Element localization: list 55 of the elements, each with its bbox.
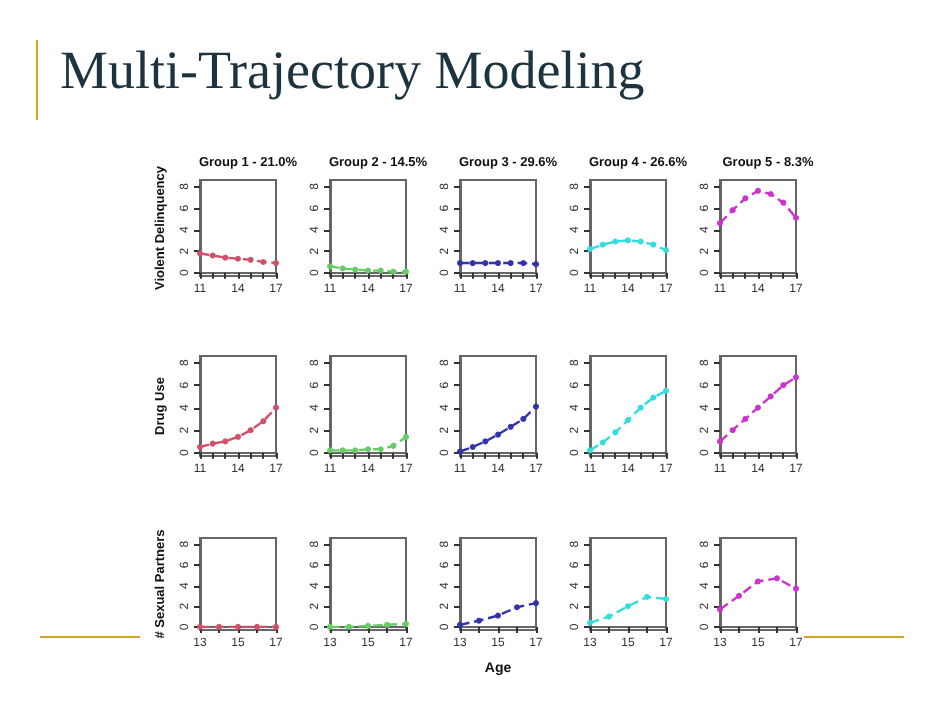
point — [717, 220, 723, 227]
point — [476, 617, 482, 624]
point — [755, 578, 761, 585]
point — [209, 440, 216, 447]
point — [587, 619, 593, 626]
point — [755, 404, 761, 411]
point — [390, 442, 397, 449]
point — [377, 446, 384, 453]
point — [663, 387, 669, 394]
point — [774, 575, 780, 582]
point — [793, 585, 799, 592]
point — [587, 447, 593, 454]
point — [469, 444, 476, 451]
point — [327, 447, 333, 454]
point — [625, 603, 631, 610]
point — [729, 207, 736, 214]
point — [247, 427, 254, 434]
point — [507, 423, 514, 430]
point — [780, 382, 787, 389]
point — [520, 415, 527, 422]
point — [235, 433, 241, 440]
point — [339, 447, 346, 454]
line-series — [717, 187, 799, 227]
point — [222, 438, 229, 445]
point — [742, 415, 749, 422]
point — [767, 393, 774, 400]
text: Multi-Trajectory Modeling — [60, 40, 645, 102]
point — [495, 612, 501, 619]
point — [514, 604, 520, 611]
point — [637, 404, 644, 411]
point — [742, 195, 749, 202]
point — [717, 438, 723, 445]
point — [403, 433, 409, 440]
point — [736, 592, 742, 599]
point — [352, 447, 359, 454]
point — [793, 374, 799, 381]
point — [755, 187, 761, 194]
point — [273, 404, 279, 411]
point — [780, 199, 787, 206]
point — [606, 613, 612, 620]
point — [457, 621, 463, 628]
point — [612, 429, 619, 436]
point — [793, 214, 799, 221]
point — [729, 427, 736, 434]
line-series — [717, 374, 799, 445]
point — [717, 606, 723, 613]
point — [533, 600, 539, 607]
point — [260, 418, 267, 425]
point — [663, 595, 669, 602]
point — [767, 191, 774, 198]
point — [495, 431, 501, 438]
point — [650, 394, 657, 401]
point — [533, 403, 539, 410]
point — [365, 446, 371, 453]
point — [482, 438, 489, 445]
